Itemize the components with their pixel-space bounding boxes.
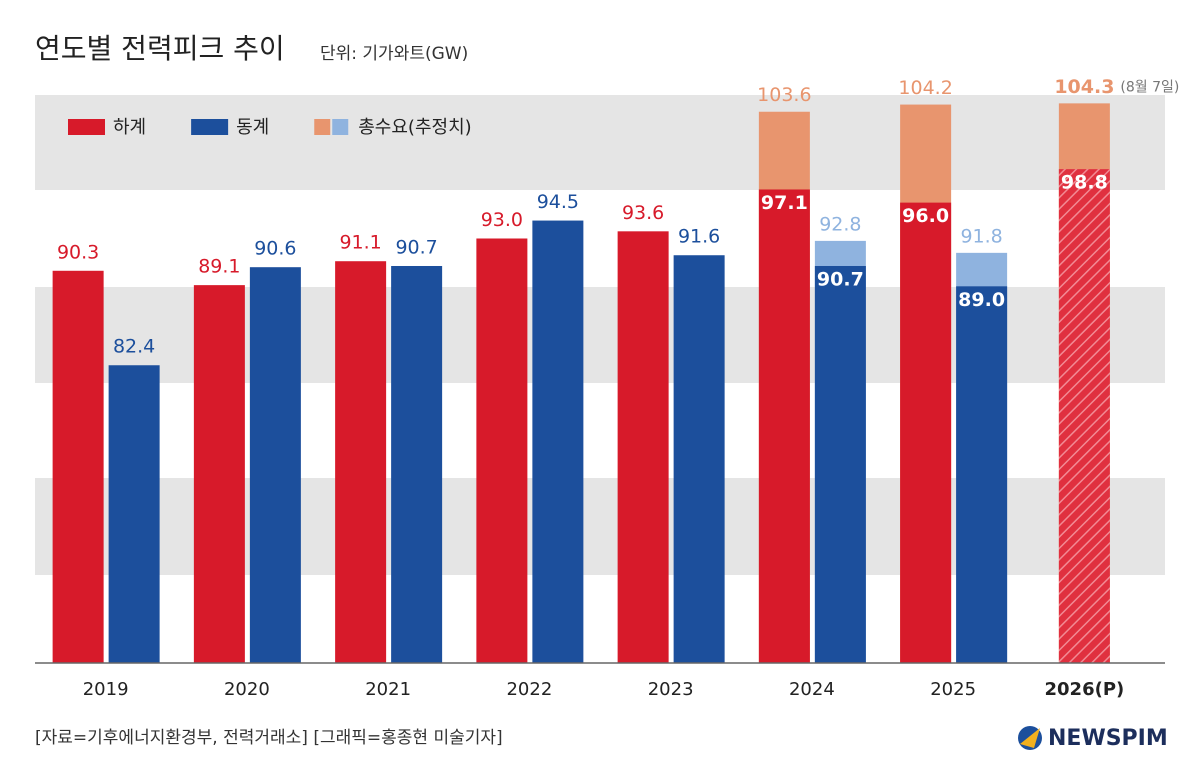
value-label: 91.1 bbox=[339, 232, 381, 254]
value-label: 90.7 bbox=[395, 236, 437, 258]
total-label: 104.3 bbox=[1054, 76, 1114, 98]
total-label: 103.6 bbox=[757, 84, 811, 106]
legend-swatch bbox=[68, 119, 105, 135]
x-tick-label: 2026(P) bbox=[1045, 679, 1125, 700]
bar bbox=[335, 261, 387, 663]
bar bbox=[673, 255, 725, 664]
bar bbox=[1058, 169, 1110, 663]
legend-swatch bbox=[191, 119, 229, 135]
legend-swatch bbox=[314, 119, 331, 135]
value-label: 89.0 bbox=[958, 289, 1005, 311]
x-tick-label: 2024 bbox=[789, 679, 835, 700]
value-label: 82.4 bbox=[113, 336, 155, 358]
x-tick-label: 2022 bbox=[506, 679, 552, 700]
chart-title: 연도별 전력피크 추이 bbox=[35, 32, 285, 65]
legend-label: 동계 bbox=[236, 117, 269, 138]
value-label: 89.1 bbox=[198, 256, 240, 278]
value-label: 90.6 bbox=[254, 238, 296, 260]
x-tick-label: 2023 bbox=[648, 679, 694, 700]
legend-label: 하계 bbox=[113, 117, 146, 138]
value-label: 93.0 bbox=[481, 209, 523, 231]
bar bbox=[758, 189, 810, 664]
bar bbox=[193, 285, 245, 663]
bar bbox=[476, 238, 528, 663]
x-tick-label: 2020 bbox=[224, 679, 270, 700]
bar bbox=[52, 270, 104, 663]
value-label: 91.6 bbox=[678, 226, 720, 248]
bar bbox=[249, 267, 301, 663]
source: [자료=기후에너지환경부, 전력거래소] [그래픽=홍종현 미술기자] bbox=[35, 728, 503, 748]
legend-swatch bbox=[332, 119, 349, 135]
bar bbox=[617, 231, 669, 663]
x-tick-label: 2025 bbox=[930, 679, 976, 700]
total-label: 104.2 bbox=[898, 77, 952, 99]
value-label: 93.6 bbox=[622, 202, 664, 224]
value-label: 97.1 bbox=[761, 192, 808, 214]
value-label: 98.8 bbox=[1061, 172, 1108, 194]
total-label: 92.8 bbox=[819, 213, 861, 235]
total-label: 91.8 bbox=[960, 225, 1002, 247]
bar bbox=[900, 202, 952, 664]
bar bbox=[956, 286, 1008, 663]
value-label: 90.3 bbox=[57, 241, 99, 263]
value-label: 90.7 bbox=[817, 268, 864, 290]
annotation: (8월 7일) bbox=[1120, 79, 1179, 95]
bar bbox=[814, 265, 866, 663]
value-label: 94.5 bbox=[537, 191, 579, 213]
x-tick-label: 2021 bbox=[365, 679, 411, 700]
chart-subtitle: 단위: 기가와트(GW) bbox=[320, 44, 468, 64]
band bbox=[35, 95, 1165, 190]
bar bbox=[391, 265, 443, 663]
bar bbox=[108, 365, 160, 663]
value-label: 96.0 bbox=[902, 205, 949, 227]
logo-icon bbox=[1020, 728, 1040, 748]
bar bbox=[532, 220, 584, 663]
x-tick-label: 2019 bbox=[83, 679, 129, 700]
legend-label: 총수요(추정치) bbox=[358, 117, 471, 138]
plot: 하계 동계 총수요(추정치) 2019 90.3 82.4 2020 89.1 90.6 2021… bbox=[52, 76, 1179, 700]
logo: NEWSPIM bbox=[1048, 726, 1168, 751]
